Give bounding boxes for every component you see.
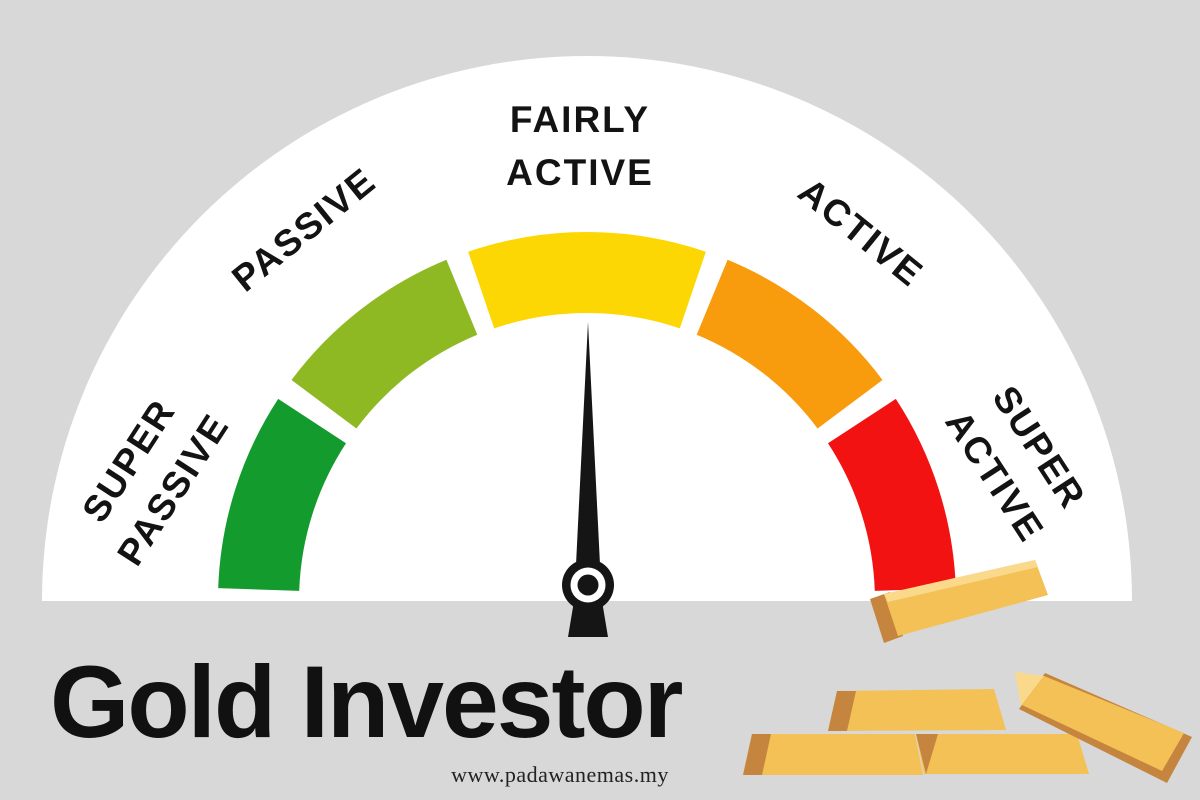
needle-base (568, 601, 608, 637)
gold-bar-left (743, 734, 923, 775)
website-url: www.padawanemas.my (451, 762, 669, 787)
gauge-label-fairly-active: FAIRLY ACTIVE (506, 99, 654, 193)
gold-bar-pile (743, 672, 1192, 783)
gauge-segment-2 (468, 232, 706, 329)
gold-bar-face (916, 734, 1089, 774)
gauge-segment-3 (696, 259, 883, 429)
gold-bar-highlight (1015, 672, 1044, 706)
page-title: Gold Investor (50, 645, 683, 759)
gold-bar-right (916, 734, 1089, 774)
gold-bar-face (1022, 676, 1184, 771)
gold-bar-end (828, 691, 856, 731)
gold-bar-end (743, 734, 771, 775)
gauge-segment-0 (218, 398, 346, 591)
gold-bar-end (916, 734, 938, 774)
gauge-segment-4 (828, 398, 956, 591)
needle-hub-dot (577, 574, 599, 596)
gold-bar-highlight (884, 560, 1038, 602)
gold-bar-tilted (1015, 672, 1192, 783)
gold-bar-end (870, 592, 903, 643)
gold-bar-top (828, 689, 1006, 731)
gold-bar-face (743, 734, 923, 775)
gold-bar-face (884, 560, 1048, 636)
gauge-needle (562, 322, 614, 637)
gold-bar-single (870, 560, 1048, 643)
gold-bar-face (828, 689, 1006, 731)
gauge-segments (218, 232, 956, 591)
needle-pointer (575, 322, 601, 585)
gauge-segment-1 (291, 259, 478, 429)
